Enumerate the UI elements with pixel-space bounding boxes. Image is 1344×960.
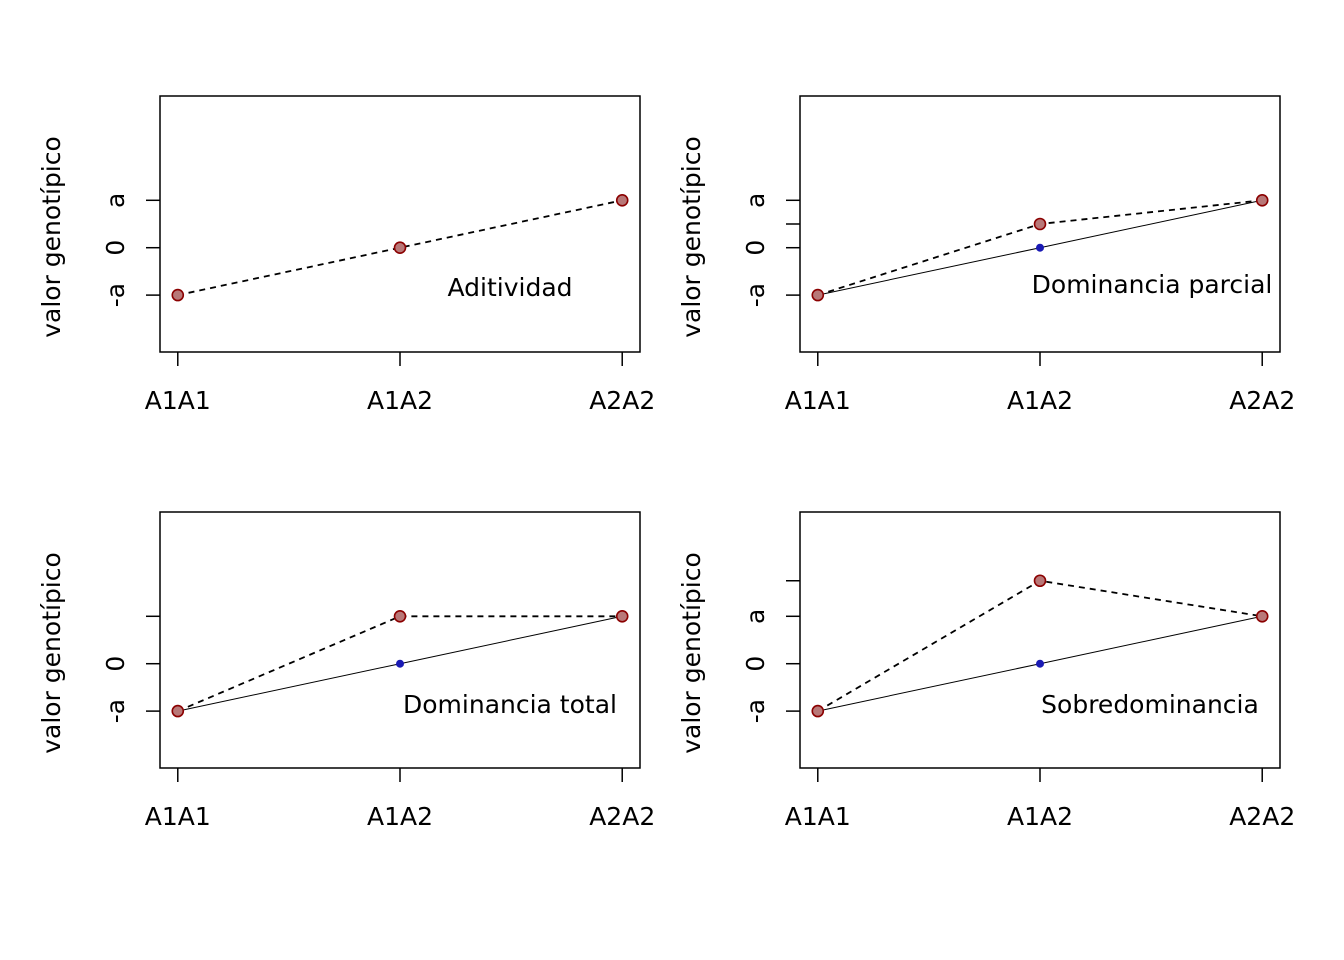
y-axis-title: valor genotípico	[37, 552, 66, 754]
data-point	[396, 659, 404, 668]
panel-annotation: Aditividad	[447, 273, 572, 302]
data-point	[1036, 659, 1044, 668]
x-tick-label: A1A1	[785, 386, 851, 415]
series-line-dashed	[177, 615, 623, 712]
x-tick-label: A2A2	[589, 802, 655, 831]
y-tick-label: 0	[101, 656, 130, 672]
panel-annotation: Dominancia parcial	[1032, 270, 1273, 299]
data-point	[615, 609, 629, 623]
data-point	[171, 288, 185, 302]
plot-frame	[159, 95, 641, 353]
data-point	[1033, 217, 1047, 231]
data-point	[1036, 243, 1044, 252]
data-point	[1255, 609, 1269, 623]
data-point	[811, 288, 825, 302]
y-tick-label: -a	[101, 699, 130, 723]
y-tick-label: a	[741, 609, 770, 624]
x-tick-label: A1A2	[1007, 386, 1073, 415]
data-point	[393, 241, 407, 255]
x-tick-label: A2A2	[1229, 802, 1295, 831]
data-point	[1255, 193, 1269, 207]
y-axis-title: valor genotípico	[37, 136, 66, 338]
series-line-dashed	[177, 199, 623, 296]
y-tick-label: 0	[741, 656, 770, 672]
data-point	[1033, 574, 1047, 588]
panel-2: A1A1 A1A2 A2A2 -a 0 a valor genotípico Dominanc…	[677, 95, 1295, 415]
y-tick-label: -a	[741, 699, 770, 723]
x-tick-label: A1A2	[367, 802, 433, 831]
y-axis-title: valor genotípico	[677, 136, 706, 338]
data-point	[811, 704, 825, 718]
x-tick-label: A2A2	[589, 386, 655, 415]
panel-1: A1A1 A1A2 A2A2 -a 0 a valor genotípico Aditivid…	[37, 95, 655, 415]
x-tick-label: A1A1	[145, 386, 211, 415]
plot-frame	[159, 511, 641, 769]
x-tick-label: A1A2	[1007, 802, 1073, 831]
x-tick-label: A2A2	[1229, 386, 1295, 415]
x-tick-label: A1A1	[145, 802, 211, 831]
panel-3: A1A1 A1A2 A2A2 -a 0 valor genotípico Dominanci…	[37, 511, 655, 831]
y-tick-label: -a	[741, 283, 770, 307]
x-tick-label: A1A1	[785, 802, 851, 831]
y-tick-label: -a	[101, 283, 130, 307]
y-tick-label: 0	[101, 240, 130, 256]
y-tick-label: a	[741, 193, 770, 208]
panel-annotation: Sobredominancia	[1041, 690, 1259, 719]
data-point	[615, 193, 629, 207]
panel-annotation: Dominancia total	[403, 690, 617, 719]
x-tick-label: A1A2	[367, 386, 433, 415]
plot-frame	[799, 511, 1281, 769]
y-tick-label: 0	[741, 240, 770, 256]
y-axis-title: valor genotípico	[677, 552, 706, 754]
y-tick-label: a	[101, 193, 130, 208]
panel-4: A1A1 A1A2 A2A2 -a 0 a valor genotípico Sobredom…	[677, 511, 1295, 831]
data-point	[171, 704, 185, 718]
data-point	[393, 609, 407, 623]
